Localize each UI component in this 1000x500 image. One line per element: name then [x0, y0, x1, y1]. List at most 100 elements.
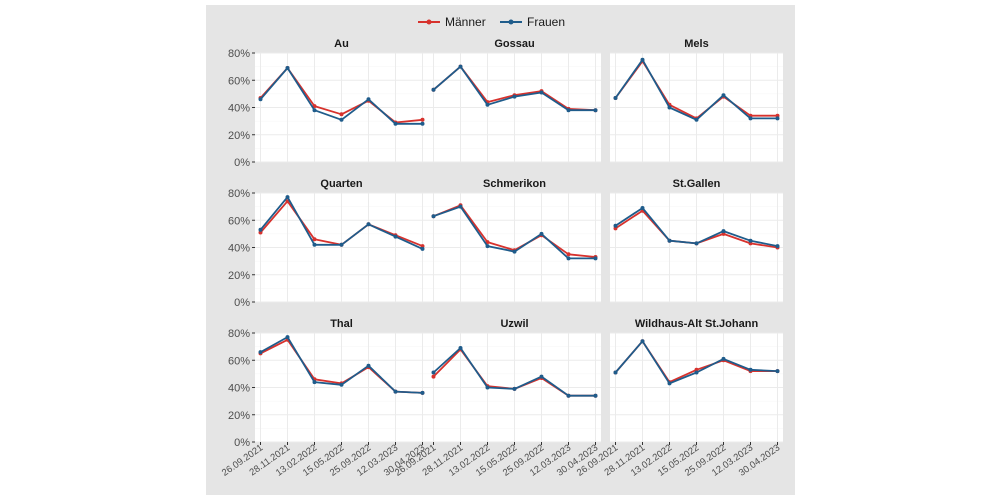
data-point [285, 195, 290, 200]
data-point [339, 117, 344, 122]
data-point [613, 96, 618, 100]
data-point [721, 231, 726, 236]
grid-schmerikon [428, 192, 601, 303]
panel-mels: Mels [610, 33, 783, 163]
panel-st-gallen: St.Gallen [610, 173, 783, 303]
data-point [775, 116, 780, 121]
data-point [485, 385, 490, 390]
series-frauen-thal [258, 335, 425, 395]
data-point [431, 87, 436, 92]
data-point [694, 117, 699, 122]
y-tick-label: 60% [228, 75, 250, 87]
panel-wildhaus-alt-st-johann: Wildhaus-Alt St.Johann [610, 313, 783, 443]
y-tick-label: 40% [228, 243, 250, 255]
y-tick-label: 60% [228, 355, 250, 367]
panel-thal: Thal [255, 313, 428, 443]
legend: Männer Frauen [418, 15, 565, 29]
strip-label-thal: Thal [330, 318, 353, 330]
data-point [258, 350, 263, 355]
data-point [640, 339, 645, 344]
data-point [512, 249, 517, 254]
data-point [339, 242, 344, 247]
data-point [420, 390, 425, 395]
panel-gossau: Gossau [428, 33, 601, 163]
series-frauen-uzwil [431, 346, 598, 398]
y-tick-label: 20% [228, 270, 250, 282]
data-point [566, 393, 571, 398]
y-tick-label: 40% [228, 103, 250, 115]
series-frauen-quarten [258, 195, 425, 251]
legend-marker-women [508, 19, 514, 25]
strip-au [255, 33, 428, 53]
y-tick-label: 80% [228, 48, 250, 60]
data-point [775, 244, 780, 249]
data-point [539, 90, 544, 95]
data-point [667, 105, 672, 110]
data-point [458, 204, 463, 209]
series-frauen-gossau [431, 64, 598, 113]
data-point [420, 246, 425, 251]
data-point [258, 97, 263, 102]
data-point [420, 117, 425, 122]
strip-wildhaus-alt-st-johann [610, 313, 783, 333]
data-point [366, 97, 371, 102]
series-frauen-wildhaus-alt-st-johann [613, 339, 780, 386]
grid-st-gallen [610, 192, 783, 303]
data-point [593, 393, 598, 398]
data-point [566, 256, 571, 261]
grid-au [255, 52, 428, 163]
data-point [566, 108, 571, 113]
y-tick-label: 0% [234, 437, 250, 449]
y-tick-label: 20% [228, 130, 250, 142]
data-point [694, 370, 699, 375]
data-point [539, 231, 544, 236]
data-point [312, 380, 317, 385]
data-point [366, 222, 371, 227]
data-point [431, 214, 436, 219]
data-point [393, 234, 398, 239]
data-point [458, 346, 463, 350]
data-point [339, 112, 344, 117]
strip-label-au: Au [334, 38, 349, 50]
data-point [285, 66, 290, 70]
data-point [640, 206, 645, 210]
strip-mels [610, 33, 783, 53]
panel-uzwil: Uzwil [428, 313, 601, 443]
strip-uzwil [428, 313, 601, 333]
legend-marker-men [426, 19, 432, 25]
panel-quarten: Quarten [255, 173, 428, 303]
y-tick-label: 0% [234, 157, 250, 169]
series-frauen-au [258, 66, 425, 126]
data-point [431, 370, 436, 375]
strip-label-schmerikon: Schmerikon [483, 178, 546, 190]
data-point [431, 374, 436, 379]
data-point [485, 102, 490, 107]
y-tick-label: 20% [228, 410, 250, 422]
series-frauen-schmerikon [431, 204, 598, 261]
panel-au: Au [255, 33, 428, 163]
data-point [285, 335, 290, 340]
y-tick-label: 0% [234, 297, 250, 309]
strip-st-gallen [610, 173, 783, 193]
data-point [420, 244, 425, 249]
y-tick-label: 80% [228, 328, 250, 340]
data-point [667, 381, 672, 386]
strip-gossau [428, 33, 601, 53]
strip-label-uzwil: Uzwil [500, 318, 528, 330]
legend-label-men: Männer [445, 15, 486, 29]
facet-panels: Au Gossau Mels Quarten Schmerikon St.Gallen Th… [255, 33, 783, 443]
data-point [748, 116, 753, 121]
data-point [458, 64, 463, 69]
strip-quarten [255, 173, 428, 193]
grid-wildhaus-alt-st-johann [610, 332, 783, 443]
y-tick-label: 60% [228, 215, 250, 227]
y-tick-label: 80% [228, 188, 250, 200]
data-point [485, 244, 490, 249]
data-point [694, 241, 699, 246]
strip-label-gossau: Gossau [494, 38, 534, 50]
data-point [339, 382, 344, 387]
data-point [721, 93, 726, 98]
data-point [312, 108, 317, 113]
grid-mels [610, 52, 783, 163]
